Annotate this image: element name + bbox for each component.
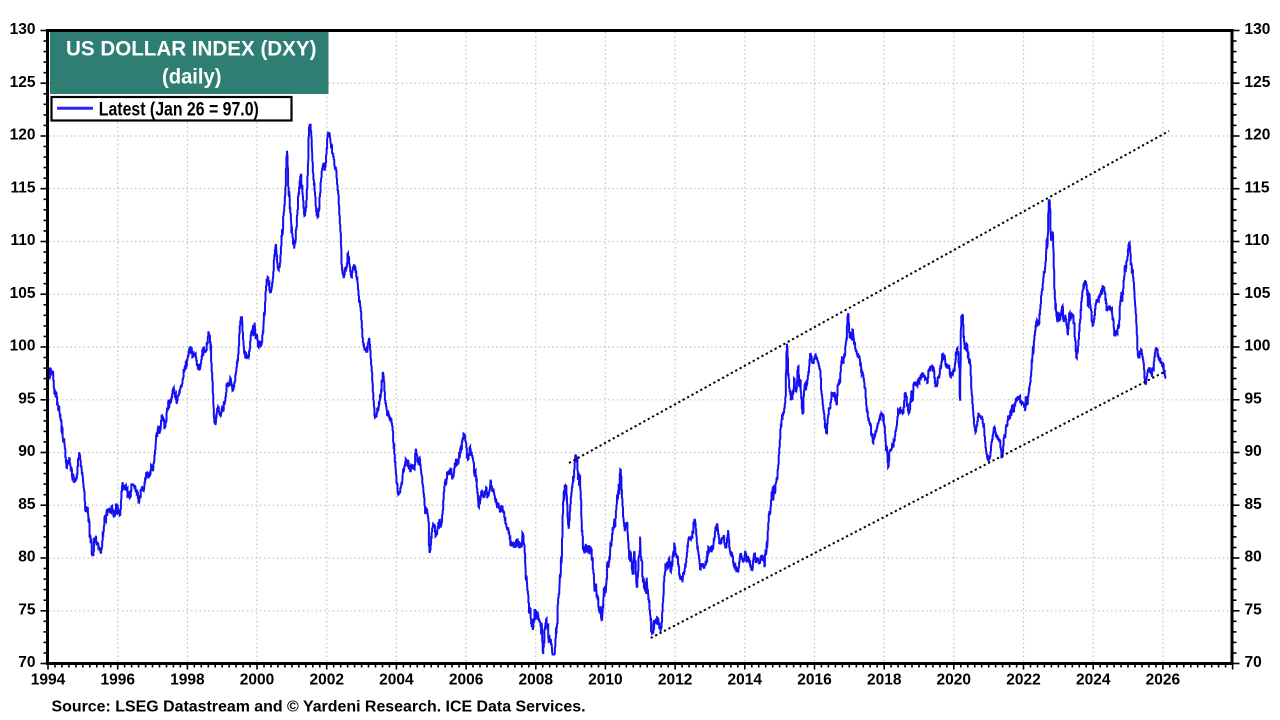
svg-text:2026: 2026	[1146, 672, 1181, 689]
svg-text:2010: 2010	[588, 672, 622, 689]
svg-text:85: 85	[18, 496, 36, 513]
svg-text:2022: 2022	[1006, 672, 1040, 689]
svg-text:95: 95	[1245, 390, 1263, 407]
svg-text:90: 90	[1245, 443, 1262, 460]
svg-text:130: 130	[1245, 21, 1271, 38]
svg-text:125: 125	[1245, 74, 1271, 91]
svg-text:2020: 2020	[937, 672, 971, 689]
svg-text:1994: 1994	[31, 672, 66, 689]
svg-text:125: 125	[10, 74, 36, 91]
svg-text:2006: 2006	[449, 672, 484, 689]
svg-text:2016: 2016	[797, 672, 832, 689]
svg-text:2004: 2004	[379, 672, 414, 689]
svg-text:115: 115	[10, 179, 35, 196]
svg-text:2000: 2000	[240, 672, 274, 689]
svg-text:2008: 2008	[519, 672, 554, 689]
svg-text:75: 75	[18, 601, 36, 618]
svg-text:2014: 2014	[728, 672, 763, 689]
svg-text:115: 115	[1245, 179, 1270, 196]
svg-text:90: 90	[18, 443, 35, 460]
svg-text:Latest (Jan 26 = 97.0): Latest (Jan 26 = 97.0)	[99, 100, 259, 121]
svg-text:110: 110	[1245, 232, 1270, 249]
svg-text:70: 70	[18, 654, 35, 671]
svg-text:80: 80	[1245, 549, 1262, 566]
svg-text:1998: 1998	[170, 672, 205, 689]
svg-text:2012: 2012	[658, 672, 692, 689]
svg-text:85: 85	[1245, 496, 1263, 513]
svg-text:1996: 1996	[100, 672, 135, 689]
svg-text:120: 120	[10, 127, 36, 144]
svg-text:95: 95	[18, 390, 36, 407]
svg-text:75: 75	[1245, 601, 1263, 618]
svg-text:80: 80	[18, 549, 35, 566]
svg-text:(daily): (daily)	[162, 64, 222, 88]
svg-text:100: 100	[1245, 338, 1271, 355]
svg-text:130: 130	[10, 21, 36, 38]
svg-text:US DOLLAR INDEX (DXY): US DOLLAR INDEX (DXY)	[66, 36, 317, 60]
svg-text:Source: LSEG Datastream and ©: Source: LSEG Datastream and © Yardeni Re…	[52, 698, 586, 715]
svg-text:100: 100	[10, 338, 36, 355]
svg-text:110: 110	[10, 232, 35, 249]
svg-text:105: 105	[10, 285, 36, 302]
svg-text:70: 70	[1245, 654, 1262, 671]
svg-text:105: 105	[1245, 285, 1271, 302]
svg-text:2024: 2024	[1076, 672, 1111, 689]
svg-text:120: 120	[1245, 127, 1271, 144]
svg-text:2002: 2002	[309, 672, 343, 689]
svg-text:2018: 2018	[867, 672, 902, 689]
